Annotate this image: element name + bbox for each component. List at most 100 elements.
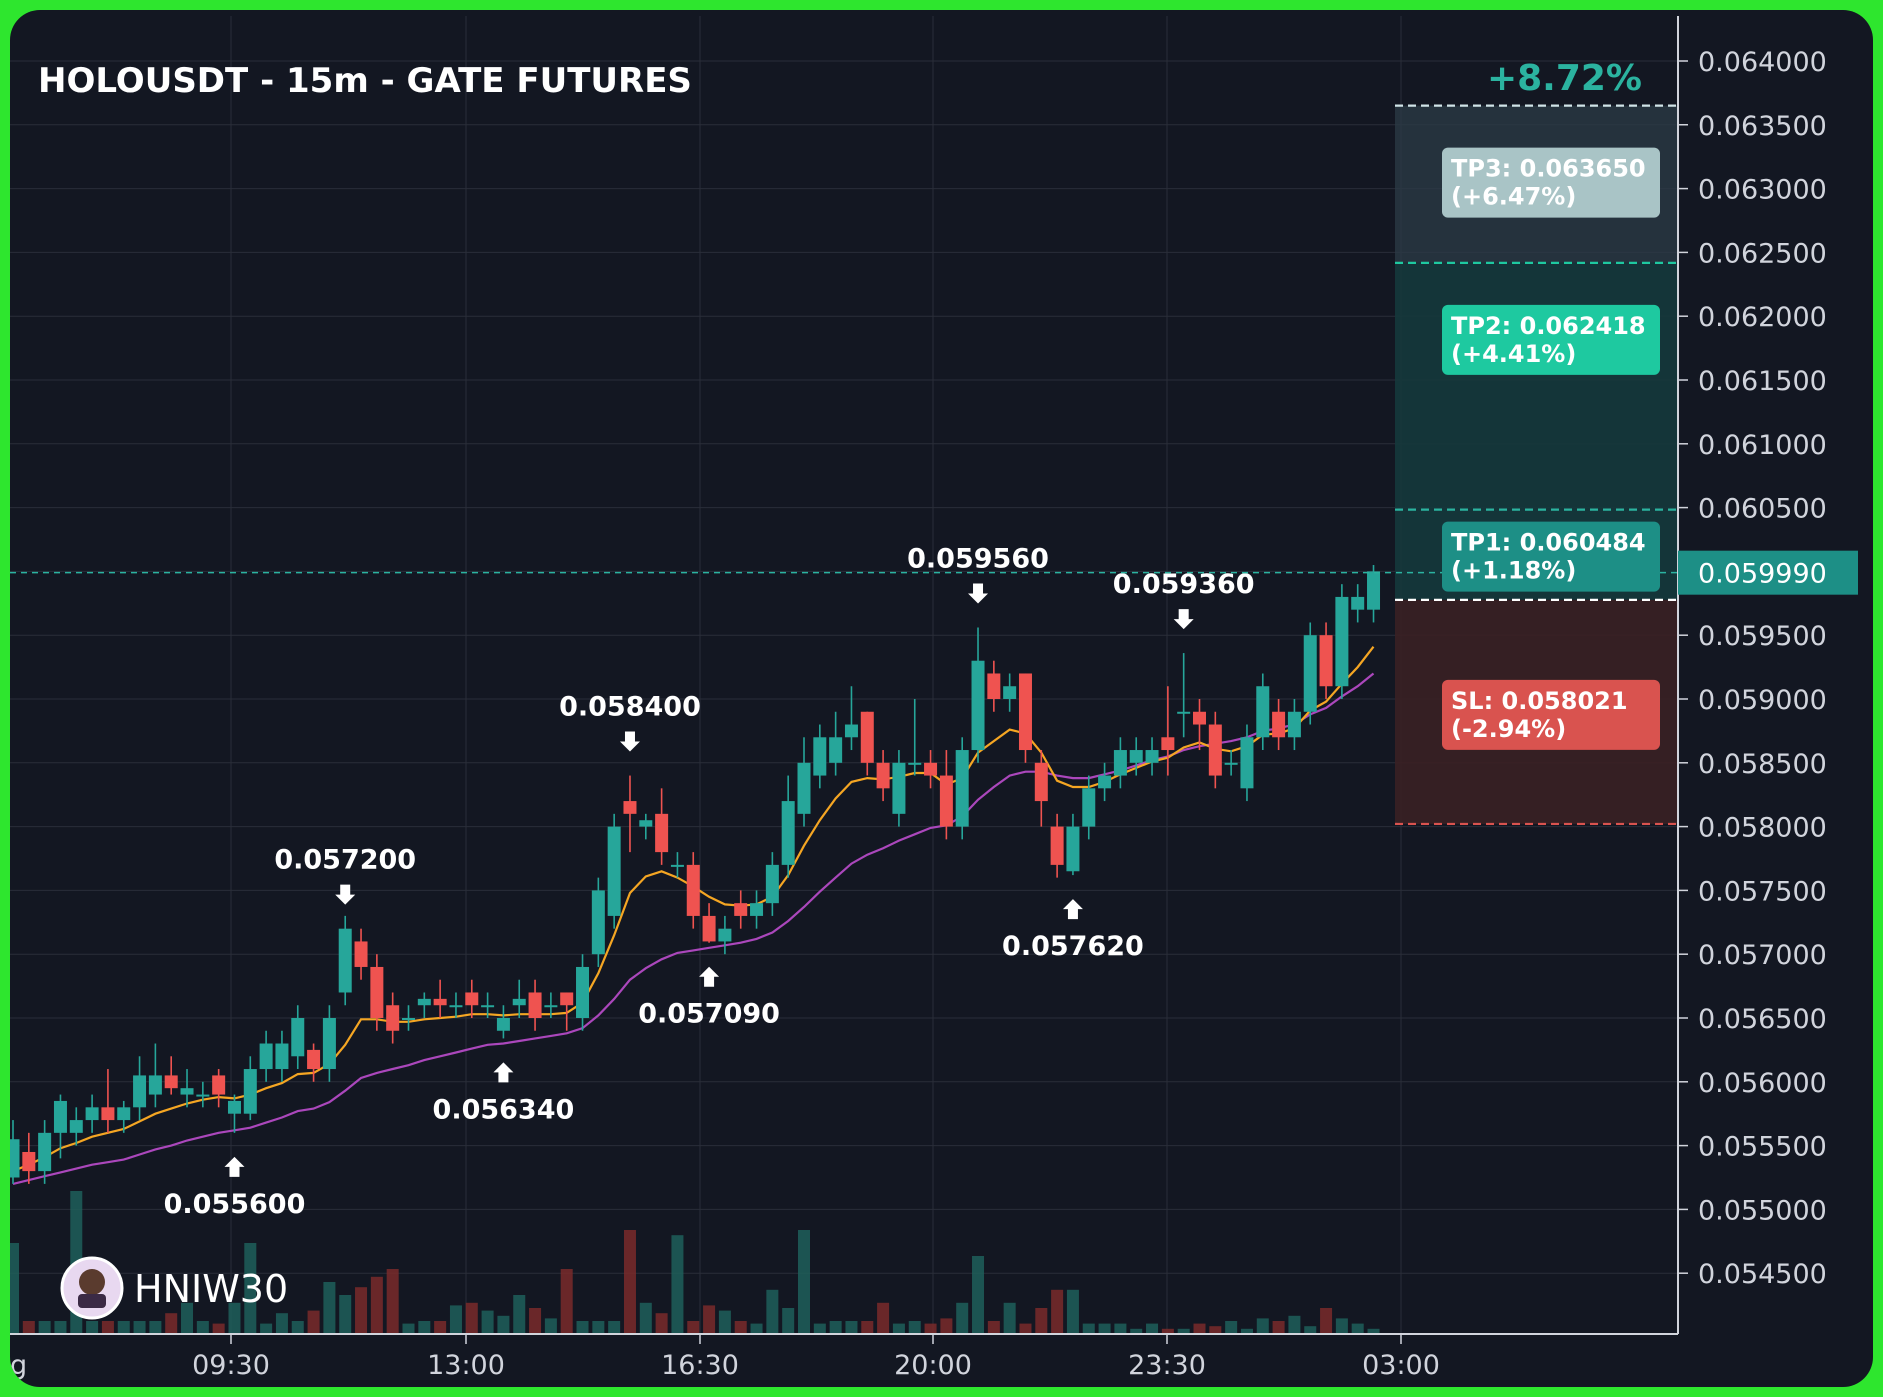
volume-bar (1209, 1326, 1222, 1334)
candle-body (338, 928, 352, 993)
volume-bar (861, 1321, 874, 1334)
volume-bar (1225, 1321, 1238, 1334)
candle-body (892, 762, 906, 814)
volume-bar (1304, 1326, 1317, 1334)
volume-bar (1098, 1323, 1111, 1334)
candle-body (465, 992, 479, 1006)
annotation-low: 0.057620 (1002, 899, 1144, 962)
tp2-label-line2: (+4.41%) (1451, 340, 1576, 368)
candle-body (1098, 775, 1112, 789)
volume-bar (212, 1323, 225, 1334)
annotation-label: 0.059560 (907, 544, 1049, 575)
down-arrow-icon (335, 884, 356, 905)
volume-bar (924, 1323, 937, 1334)
volume-bar (845, 1321, 858, 1334)
volume-bar (149, 1321, 162, 1334)
volume-bar (544, 1318, 557, 1334)
candle-body (781, 801, 795, 865)
candle-body (291, 1018, 305, 1057)
price-chart[interactable]: 0.055600 0.057200 0.056340 0.058400 0.057090… (10, 10, 1873, 1387)
price-tick-label: 0.059500 (1698, 621, 1827, 652)
volume-bar (402, 1323, 415, 1334)
volume-bar (829, 1321, 842, 1334)
price-tick-label: 0.062500 (1698, 238, 1827, 269)
volume-bar (260, 1323, 273, 1334)
candle-body (307, 1049, 321, 1070)
volume-bar (307, 1310, 320, 1334)
price-tick-label: 0.061000 (1698, 430, 1827, 461)
annotation-label: 0.055600 (164, 1189, 306, 1220)
volume-bar (940, 1318, 953, 1334)
candle-body (1145, 750, 1159, 763)
price-tick-label: 0.060500 (1698, 494, 1827, 525)
volume-bar (718, 1310, 731, 1334)
gain-label: +8.72% (1487, 58, 1642, 99)
time-tick-label: 13:00 (427, 1350, 505, 1381)
price-tick-label: 0.056500 (1698, 1004, 1827, 1035)
candle-body (1303, 635, 1317, 712)
volume-bar (10, 1243, 19, 1334)
volume-bar (734, 1321, 747, 1334)
annotation-label: 0.058400 (559, 692, 701, 723)
volume-bar (956, 1302, 969, 1334)
watermark-name: HNIW30 (134, 1267, 288, 1311)
candle-body (1319, 635, 1333, 687)
annotation-label: 0.057090 (638, 999, 780, 1030)
candle-body (164, 1075, 178, 1089)
volume-bar (639, 1302, 652, 1334)
candle-body (1129, 750, 1143, 763)
sl-label-box (1442, 679, 1660, 750)
price-annotations: 0.055600 0.057200 0.056340 0.058400 0.057090… (164, 544, 1255, 1220)
candle-body (117, 1107, 131, 1121)
time-tick-label: 03:00 (1362, 1350, 1440, 1381)
candle-body (496, 1018, 510, 1031)
avatar-face (79, 1269, 105, 1295)
price-axis: 0.064000 0.063500 0.063000 0.062500 0.062000… (1677, 16, 1858, 1334)
candle-body (734, 903, 748, 916)
candle-body (955, 750, 969, 827)
candle-body (655, 813, 669, 853)
candle-body (148, 1075, 162, 1095)
sl-label: SL: 0.058021(-2.94%) (1442, 679, 1660, 750)
candle-body (1018, 673, 1032, 751)
up-arrow-icon (224, 1156, 245, 1177)
candle-body (386, 1005, 400, 1031)
volume-bar (750, 1323, 763, 1334)
volume-bar (766, 1289, 779, 1334)
price-tick-label: 0.055000 (1698, 1195, 1827, 1226)
avatar-body (78, 1294, 106, 1308)
tp3-label-line1: TP3: 0.063650 (1451, 155, 1646, 183)
volume-bar (133, 1321, 146, 1334)
volume-bar (782, 1308, 795, 1334)
candle-body (1208, 724, 1222, 776)
price-tick-label: 0.057000 (1698, 940, 1827, 971)
volume-bar (529, 1308, 542, 1334)
candle-body (402, 1018, 415, 1020)
volume-bar (1367, 1328, 1380, 1334)
candle-body (481, 1005, 495, 1008)
volume-bar (228, 1302, 241, 1334)
candle-body (322, 1018, 336, 1070)
last-price-label: 0.059990 (1698, 559, 1827, 590)
time-tick-label: 23:30 (1128, 1350, 1206, 1381)
candle-body (53, 1100, 67, 1133)
volume-bar (1051, 1289, 1064, 1334)
time-tick-label: 20:00 (894, 1350, 972, 1381)
candle-body (750, 903, 764, 916)
volume-bar (1193, 1323, 1206, 1334)
candle-body (1272, 711, 1286, 738)
candle-body (196, 1094, 210, 1097)
volume-bar (1272, 1321, 1285, 1334)
candle-body (1367, 571, 1381, 610)
volume-bar (181, 1302, 194, 1334)
annotation-high: 0.057200 (274, 845, 416, 905)
candle-body (22, 1151, 36, 1172)
candle-body (243, 1069, 257, 1114)
candle-body (1113, 750, 1127, 776)
volume-bar (1146, 1323, 1159, 1334)
volume-bar (798, 1230, 810, 1334)
candle-body (180, 1088, 194, 1095)
volume-bar (972, 1256, 985, 1334)
tp2-label: TP2: 0.062418(+4.41%) (1442, 304, 1660, 375)
price-tick-label: 0.063500 (1698, 111, 1827, 142)
